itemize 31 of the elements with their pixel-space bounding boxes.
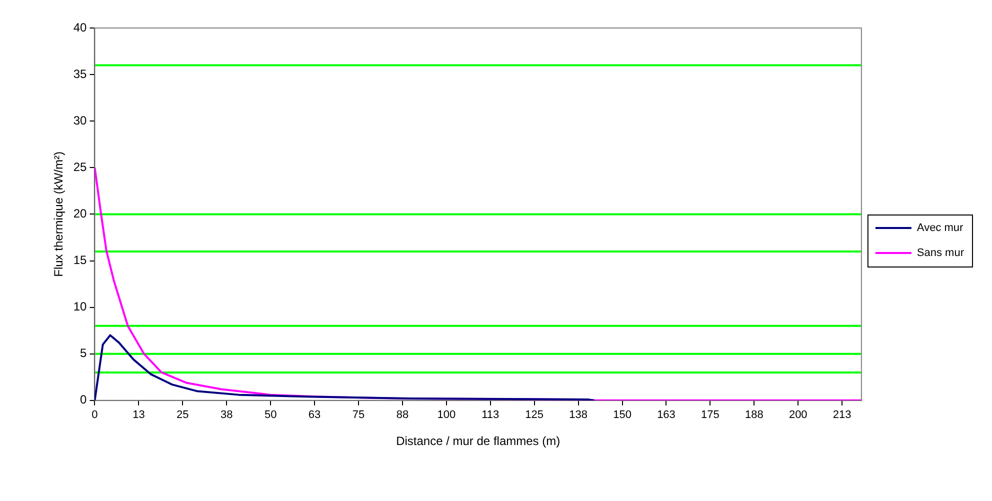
- x-tick-label: 38: [220, 409, 233, 422]
- y-tick-label: 10: [73, 300, 88, 314]
- y-tick-label: 15: [73, 253, 88, 268]
- x-tick-label: 163: [657, 409, 676, 422]
- x-tick-label: 63: [308, 409, 321, 422]
- x-tick-label: 213: [832, 409, 852, 422]
- x-tick-label: 188: [744, 409, 764, 422]
- legend-label: Avec mur: [916, 222, 964, 234]
- x-tick-label: 50: [264, 409, 277, 422]
- x-tick-label: 88: [396, 409, 409, 422]
- x-tick-label: 113: [482, 409, 500, 422]
- x-tick-label: 0: [92, 409, 98, 422]
- y-tick-label: 0: [80, 392, 88, 407]
- x-tick-label: 25: [176, 409, 189, 422]
- legend-label: Sans mur: [916, 247, 964, 260]
- y-tick-label: 35: [73, 66, 88, 81]
- x-tick-label: 125: [525, 409, 544, 422]
- y-tick-label: 20: [73, 206, 88, 221]
- y-axis-title: Flux thermique (kW/m²): [52, 152, 66, 277]
- x-tick-label: 100: [437, 409, 456, 422]
- x-tick-label: 200: [788, 409, 808, 422]
- x-tick-label: 138: [569, 409, 588, 422]
- y-tick-label: 30: [73, 113, 88, 128]
- x-tick-label: 175: [701, 409, 720, 422]
- y-tick-label: 40: [73, 20, 88, 34]
- x-axis-title: Distance / mur de flammes (m): [396, 434, 560, 448]
- x-tick-label: 13: [132, 409, 145, 422]
- x-tick-label: 150: [613, 409, 632, 422]
- y-tick-label: 25: [73, 160, 88, 174]
- x-tick-label: 75: [352, 409, 365, 422]
- y-tick-label: 5: [80, 346, 88, 360]
